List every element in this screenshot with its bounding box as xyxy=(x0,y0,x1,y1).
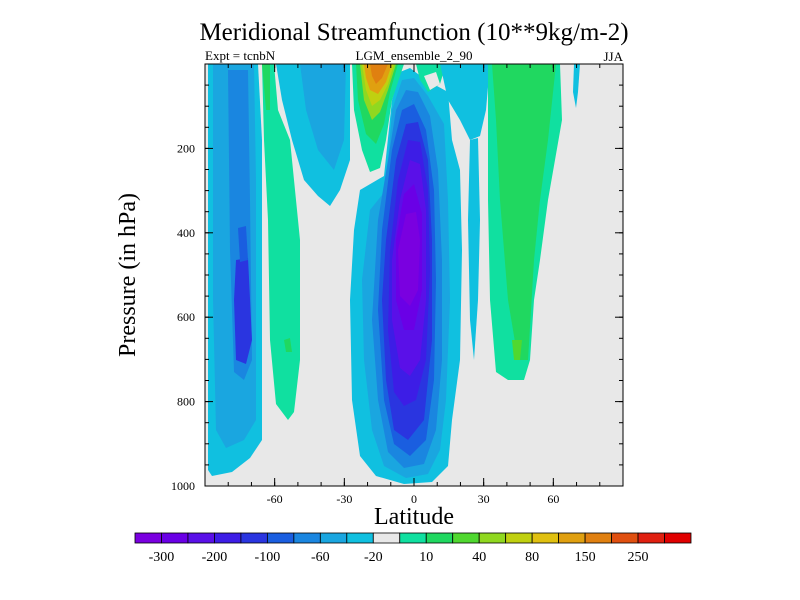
colorbar-label: -60 xyxy=(311,550,330,565)
colorbar-swatch xyxy=(558,532,586,544)
plot-area xyxy=(205,64,623,486)
colorbar-swatch xyxy=(478,532,507,544)
colorbar-swatch xyxy=(372,532,401,544)
x-tick-label: -30 xyxy=(336,492,352,506)
colorbar-swatch xyxy=(584,532,612,544)
contour-sh-deep xyxy=(234,258,252,364)
x-tick-label: 60 xyxy=(547,492,559,506)
x-axis: -60 -30 0 30 60 xyxy=(227,64,601,506)
colorbar-swatch xyxy=(293,532,321,544)
contour-nh-positive-3 xyxy=(494,290,508,350)
colorbar-swatch xyxy=(240,532,268,544)
y-tick-label: 400 xyxy=(177,226,195,240)
contour-positive-sh-dot xyxy=(284,338,292,352)
colorbar-swatch xyxy=(611,532,639,544)
colorbar-swatch xyxy=(452,532,480,544)
colorbar-swatch xyxy=(637,532,665,544)
subtitle-center: LGM_ensemble_2_90 xyxy=(356,48,473,63)
contour-positive-upper-6 xyxy=(370,64,388,84)
colorbar-label: 250 xyxy=(628,550,649,565)
contour-nh-thin-1 xyxy=(468,138,480,360)
contour-positive-sh xyxy=(262,64,300,420)
y-tick-label: 1000 xyxy=(171,479,195,493)
colorbar-label: -200 xyxy=(202,550,228,565)
colorbar-label: -300 xyxy=(149,550,175,565)
colorbar-swatch xyxy=(664,532,692,544)
chart-title: Meridional Streamfunction (10**9kg/m-2) xyxy=(199,19,628,46)
contour-nh-upper-lobe xyxy=(440,64,490,140)
contour-nh-thin-2 xyxy=(573,64,580,108)
colorbar: -300 -200 -100 -60 -20 10 40 80 150 250 xyxy=(134,532,692,565)
colorbar-swatch xyxy=(161,532,189,544)
colorbar-label: 40 xyxy=(472,550,486,565)
x-tick-label: 0 xyxy=(411,492,417,506)
y-axis-label: Pressure (in hPa) xyxy=(115,193,141,357)
colorbar-swatch xyxy=(505,532,533,544)
colorbar-swatch xyxy=(266,532,295,544)
colorbar-label: -20 xyxy=(364,550,383,565)
contour-central-core xyxy=(398,212,420,306)
colorbar-label: 10 xyxy=(419,550,433,565)
colorbar-label: 150 xyxy=(575,550,596,565)
contour-positive-sh-core xyxy=(262,64,270,110)
colorbar-swatch xyxy=(319,532,348,544)
colorbar-swatch xyxy=(425,532,454,544)
x-tick-label: 30 xyxy=(478,492,490,506)
colorbar-swatch xyxy=(134,532,162,544)
colorbar-swatch xyxy=(187,532,215,544)
colorbar-swatch xyxy=(399,532,427,544)
y-axis: 200 400 600 800 1000 xyxy=(171,84,623,493)
colorbar-swatch xyxy=(214,532,242,544)
x-axis-label: Latitude xyxy=(374,504,454,530)
colorbar-swatch xyxy=(346,532,374,544)
y-tick-label: 800 xyxy=(177,395,195,409)
contour-upper-patch-2 xyxy=(424,72,440,90)
contour-sh-tip xyxy=(238,226,248,262)
x-tick-label: -60 xyxy=(267,492,283,506)
subtitle-left: Expt = tcnbN xyxy=(205,48,276,63)
subtitle-right: JJA xyxy=(603,49,623,64)
contour-nh-positive-4 xyxy=(512,340,522,360)
contour-sh-upper-lobe-inner xyxy=(300,64,346,170)
contour-nh-positive-2 xyxy=(492,64,556,360)
colorbar-swatch xyxy=(531,532,560,544)
y-tick-label: 600 xyxy=(177,310,195,324)
colorbar-label: 80 xyxy=(525,550,539,565)
y-tick-label: 200 xyxy=(177,141,195,155)
colorbar-label: -100 xyxy=(255,550,281,565)
